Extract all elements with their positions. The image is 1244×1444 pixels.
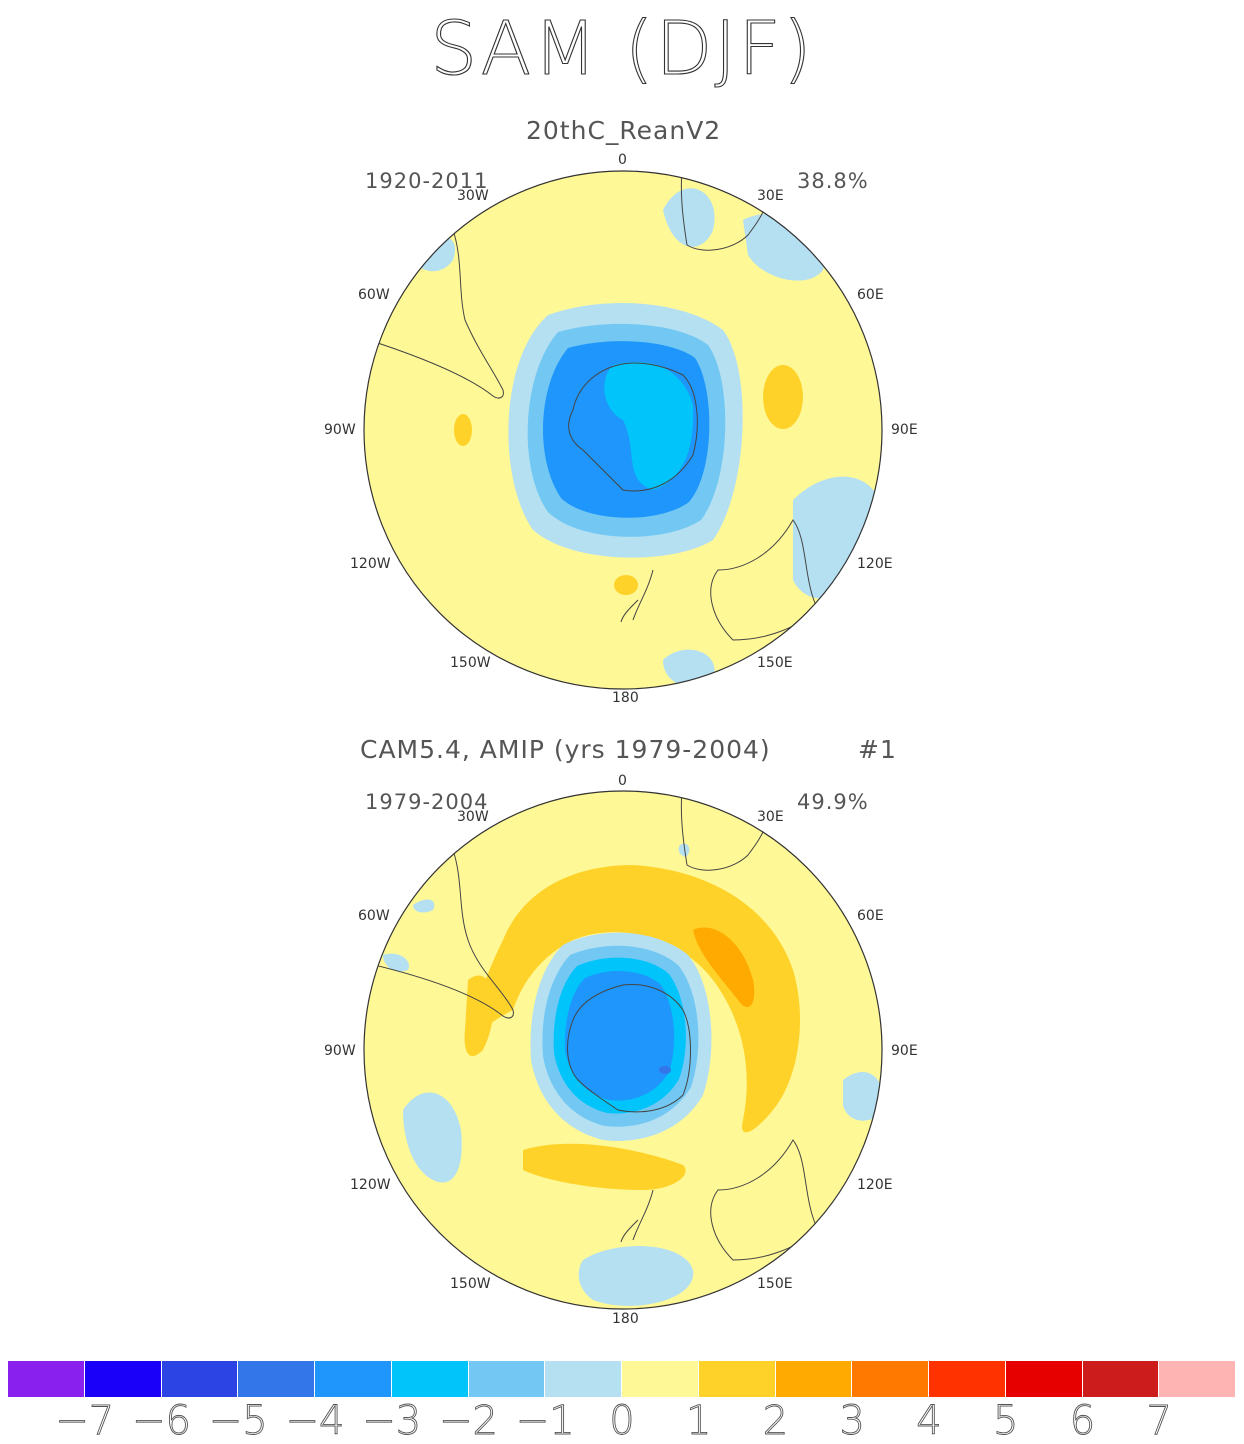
colorbar-tick-label: 0 (609, 1398, 635, 1444)
panel-1-title: 20thC_ReanV2 (526, 116, 722, 145)
light-blue-anomaly (678, 843, 690, 857)
lon-label: 150W (450, 1276, 491, 1292)
lon-label: 90E (891, 1043, 918, 1059)
lon-label: 120E (857, 1177, 893, 1193)
lon-label: 180 (612, 1311, 639, 1327)
lon-label: 150W (450, 655, 491, 671)
lon-label: 30W (457, 809, 489, 825)
colorbar (8, 1361, 1236, 1397)
lon-label: 30W (457, 188, 489, 204)
australia-coastline (710, 1139, 819, 1261)
panel-2-number: #1 (858, 735, 897, 764)
new-zealand-coastline (620, 569, 654, 623)
colorbar-swatch (1005, 1361, 1083, 1397)
lon-label: 120E (857, 556, 893, 572)
light-blue-anomaly (403, 1092, 462, 1183)
south-america-coastline (364, 229, 504, 399)
yellow-anomaly (763, 365, 803, 429)
colorbar-tick-label: −7 (55, 1398, 115, 1444)
new-zealand-coastline (620, 1189, 654, 1243)
colorbar-tick-label: 5 (993, 1398, 1019, 1444)
colorbar-swatch (545, 1361, 622, 1397)
lon-label: 30E (757, 188, 784, 204)
panel-2-variance: 49.9% (797, 790, 869, 814)
colorbar-swatch (698, 1361, 776, 1397)
yellow-anomaly (464, 975, 494, 1057)
australia-coastline (710, 519, 819, 641)
colorbar-swatch (1082, 1361, 1160, 1397)
panel-2-title: CAM5.4, AMIP (yrs 1979-2004) (360, 735, 771, 764)
colorbar-tick-label: −2 (439, 1398, 499, 1444)
colorbar-swatch (161, 1361, 239, 1397)
panel-2-map (363, 790, 883, 1310)
lon-label: 60E (857, 287, 884, 303)
lon-label: 150E (757, 1276, 793, 1292)
lon-label: 90W (324, 1043, 356, 1059)
orange-anomaly (693, 927, 755, 1008)
colorbar-tick-label: 1 (686, 1398, 712, 1444)
sam-contour-minus-5 (659, 1066, 671, 1074)
colorbar-swatch (84, 1361, 162, 1397)
colorbar-swatch (775, 1361, 853, 1397)
colorbar-swatch (315, 1361, 392, 1397)
yellow-anomaly (614, 575, 638, 595)
lon-label: 90E (891, 422, 918, 438)
lon-label: 150E (757, 655, 793, 671)
colorbar-tick-label: −5 (208, 1398, 268, 1444)
colorbar-tick-label: 3 (839, 1398, 865, 1444)
colorbar-swatch (929, 1361, 1006, 1397)
south-america-coastline (364, 849, 514, 1019)
light-blue-anomaly (383, 953, 409, 972)
lon-label: 120W (350, 1177, 391, 1193)
lon-label: 60E (857, 908, 884, 924)
light-blue-anomaly (413, 899, 435, 913)
lon-label: 60W (358, 908, 390, 924)
colorbar-tick-label: 7 (1146, 1398, 1172, 1444)
light-blue-anomaly (663, 188, 715, 247)
colorbar-tick-label: 4 (916, 1398, 942, 1444)
colorbar-tick-label: 2 (762, 1398, 789, 1444)
yellow-anomaly (523, 1143, 686, 1190)
colorbar-swatch (1159, 1361, 1236, 1397)
sam-contour-minus-2-inner (604, 361, 694, 490)
lon-label: 180 (612, 690, 639, 706)
colorbar-tick-label: −3 (362, 1398, 422, 1444)
yellow-anomaly (454, 414, 472, 446)
colorbar-tick-label: 6 (1069, 1398, 1096, 1444)
panel-1-variance: 38.8% (797, 169, 869, 193)
lon-label: 0 (618, 152, 627, 168)
antarctica-coastline (567, 983, 691, 1113)
colorbar-swatch (622, 1361, 699, 1397)
colorbar-swatch (238, 1361, 315, 1397)
panel-1-map (363, 170, 883, 690)
panel-1-period: 1920-2011 (365, 169, 489, 193)
lon-label: 60W (358, 287, 390, 303)
colorbar-tick-label: −6 (132, 1398, 192, 1444)
colorbar-swatch (468, 1361, 546, 1397)
light-blue-anomaly (843, 1071, 882, 1121)
lon-label: 90W (324, 422, 356, 438)
panel-2-period: 1979-2004 (365, 790, 489, 814)
lon-label: 30E (757, 809, 784, 825)
sam-contour-minus-4 (564, 970, 675, 1101)
light-blue-anomaly (793, 476, 882, 599)
figure-title: SAM (DJF) (430, 5, 814, 92)
lon-label: 120W (350, 556, 391, 572)
colorbar-tick-label: −4 (285, 1398, 345, 1444)
colorbar-swatch (391, 1361, 469, 1397)
colorbar-swatch (8, 1361, 85, 1397)
antarctica-coastline (568, 362, 698, 492)
colorbar-swatch (852, 1361, 929, 1397)
colorbar-tick-label: −1 (515, 1398, 575, 1444)
lon-label: 0 (618, 773, 627, 789)
light-blue-anomaly (578, 1246, 694, 1306)
